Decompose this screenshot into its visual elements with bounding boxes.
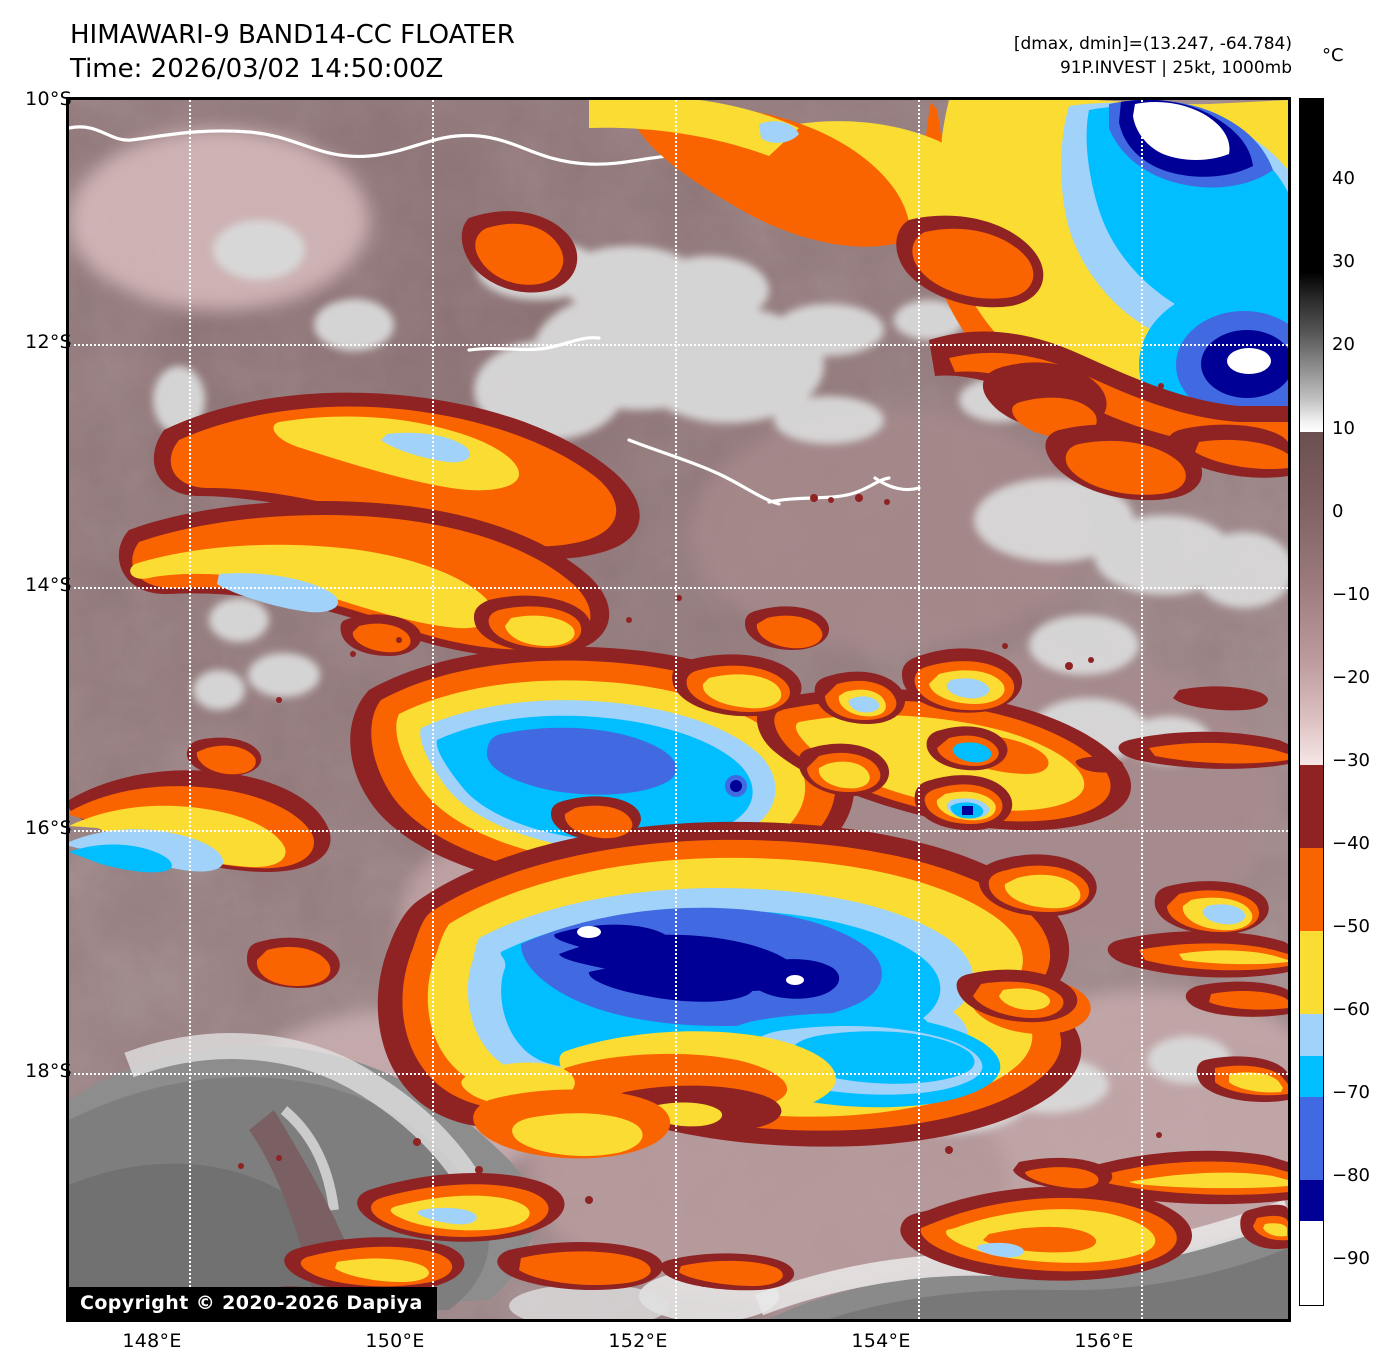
lon-tick-150e: 150°E — [365, 1330, 425, 1352]
lat-tick-16s: 16°S — [25, 817, 72, 839]
lon-tick-148e: 148°E — [122, 1330, 182, 1352]
cbar-tick-m80: −80 — [1332, 1165, 1370, 1186]
cbar-band-gray — [1300, 99, 1323, 432]
cbar-tick-m20: −20 — [1332, 667, 1370, 688]
satellite-imagery — [69, 100, 1288, 1319]
cbar-tick-0: 0 — [1332, 501, 1344, 522]
cbar-tick-m60: −60 — [1332, 999, 1370, 1020]
cbar-band-yellow — [1300, 931, 1323, 1014]
lon-tick-156e: 156°E — [1074, 1330, 1134, 1352]
cbar-tick-10: 10 — [1332, 418, 1355, 439]
cbar-tick-m50: −50 — [1332, 916, 1370, 937]
satellite-image-plot[interactable] — [66, 97, 1291, 1322]
colorbar-unit-label: °C — [1322, 45, 1344, 66]
cbar-tick-40: 40 — [1332, 168, 1355, 189]
cbar-band-cyan — [1300, 1056, 1323, 1097]
cbar-tick-m10: −10 — [1332, 584, 1370, 605]
lat-tick-10s: 10°S — [25, 88, 72, 110]
cbar-band-white — [1300, 1221, 1323, 1305]
storm-info-label: 91P.INVEST | 25kt, 1000mb — [1059, 58, 1292, 78]
cbar-band-blue — [1300, 1097, 1323, 1180]
title-block: HIMAWARI-9 BAND14-CC FLOATER Time: 2026/… — [70, 18, 515, 86]
cbar-band-navy — [1300, 1180, 1323, 1221]
cbar-tick-30: 30 — [1332, 251, 1355, 272]
cbar-band-lightblue — [1300, 1014, 1323, 1056]
metadata-block: [dmax, dmin]=(13.247, -64.784) 91P.INVES… — [1014, 32, 1292, 80]
lat-tick-12s: 12°S — [25, 331, 72, 353]
dmax-dmin-label: [dmax, dmin]=(13.247, -64.784) — [1013, 34, 1292, 54]
cbar-band-brown — [1300, 432, 1323, 765]
copyright-notice: Copyright © 2020-2026 Dapiya — [66, 1287, 437, 1320]
cbar-tick-m30: −30 — [1332, 750, 1370, 771]
cbar-tick-m90: −90 — [1332, 1248, 1370, 1269]
lat-tick-14s: 14°S — [25, 574, 72, 596]
page-title: HIMAWARI-9 BAND14-CC FLOATER — [70, 20, 515, 50]
cbar-tick-m40: −40 — [1332, 833, 1370, 854]
cbar-band-orange — [1300, 848, 1323, 931]
lon-tick-154e: 154°E — [851, 1330, 911, 1352]
timestamp-label: Time: 2026/03/02 14:50:00Z — [70, 54, 444, 84]
cbar-tick-m70: −70 — [1332, 1082, 1370, 1103]
cbar-band-darkred — [1300, 765, 1323, 848]
colorbar — [1299, 98, 1324, 1306]
lon-tick-152e: 152°E — [608, 1330, 668, 1352]
cbar-tick-20: 20 — [1332, 334, 1355, 355]
lat-tick-18s: 18°S — [25, 1060, 72, 1082]
